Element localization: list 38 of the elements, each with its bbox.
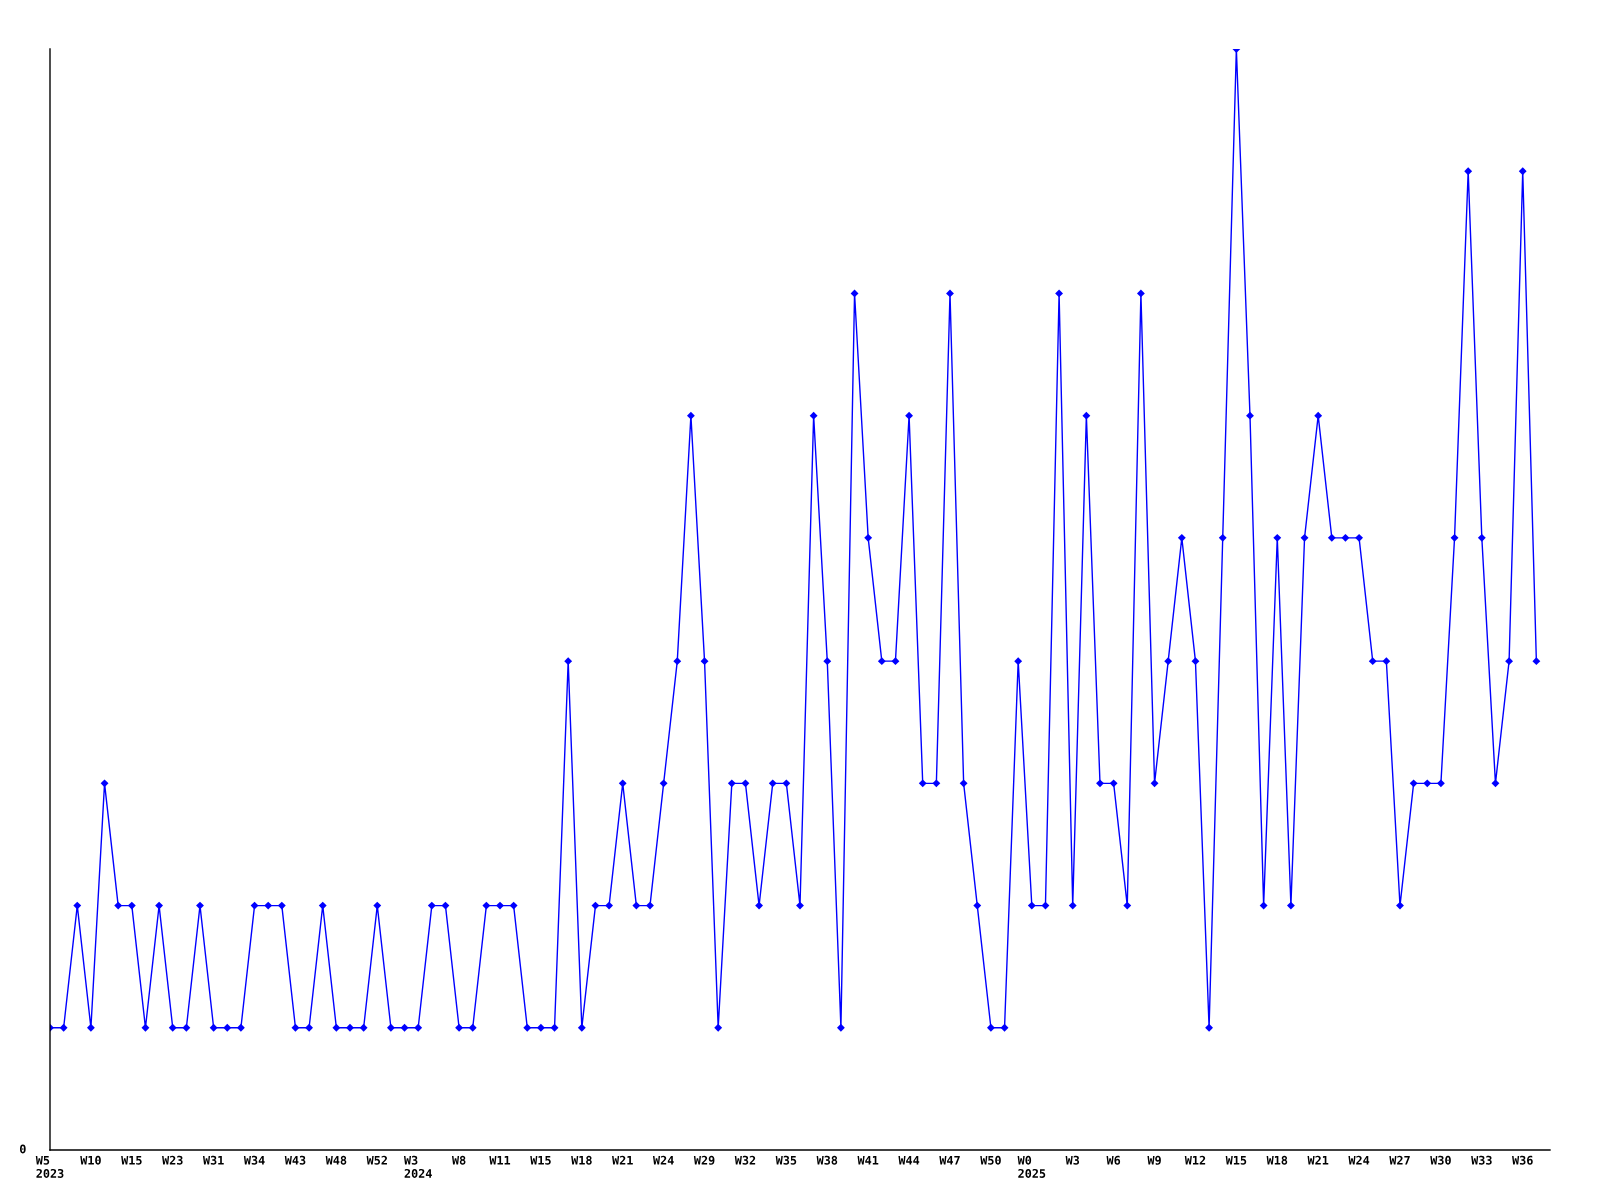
x-tick-label: W0 2025	[1017, 1155, 1046, 1178]
x-tick-label: W41	[857, 1155, 879, 1165]
x-tick-label: W50	[980, 1155, 1001, 1165]
x-tick-label: W21	[612, 1155, 633, 1165]
x-tick-label: W15	[1225, 1155, 1247, 1165]
x-tick-label: W24	[652, 1155, 674, 1165]
x-tick-label: W30	[1430, 1155, 1451, 1165]
x-tick-label: W15	[121, 1155, 142, 1165]
x-tick-label: W8	[451, 1155, 466, 1165]
x-tick-label: W11	[489, 1155, 511, 1165]
x-tick-label: W9	[1147, 1155, 1161, 1165]
x-tick-label: W18	[1266, 1155, 1288, 1165]
x-tick-label: W23	[162, 1155, 183, 1165]
x-tick-label: W36	[1512, 1155, 1533, 1165]
x-tick-label: W38	[816, 1155, 838, 1165]
x-tick-label: W3 2024	[403, 1155, 432, 1178]
x-tick-label: W52	[366, 1155, 387, 1165]
x-tick-label: W5 2023	[35, 1155, 64, 1178]
x-tick-label: W21	[1307, 1155, 1329, 1165]
x-tick-label: W34	[243, 1155, 265, 1165]
x-tick-label: W48	[325, 1155, 347, 1165]
x-tick-label: W29	[693, 1155, 715, 1165]
x-tick-label: W31	[202, 1155, 224, 1165]
x-tick-label: W27	[1389, 1155, 1410, 1165]
x-tick-label: W18	[571, 1155, 592, 1165]
x-tick-label: W43	[284, 1155, 306, 1165]
x-tick-label: W12	[1184, 1155, 1206, 1165]
text: 0	[19, 1144, 26, 1154]
x-tick-label: W15	[530, 1155, 551, 1165]
x-tick-label: W44	[898, 1155, 920, 1165]
x-tick-label: W10	[80, 1155, 101, 1165]
x-tick-label: W35	[775, 1155, 797, 1165]
x-tick-label: W47	[939, 1155, 960, 1165]
x-tick-label: W24	[1348, 1155, 1370, 1165]
x-tick-label: W6	[1106, 1155, 1121, 1165]
x-tick-label: W32	[734, 1155, 756, 1165]
x-tick-label: W3	[1065, 1155, 1080, 1165]
x-tick-label: W33	[1471, 1155, 1492, 1165]
